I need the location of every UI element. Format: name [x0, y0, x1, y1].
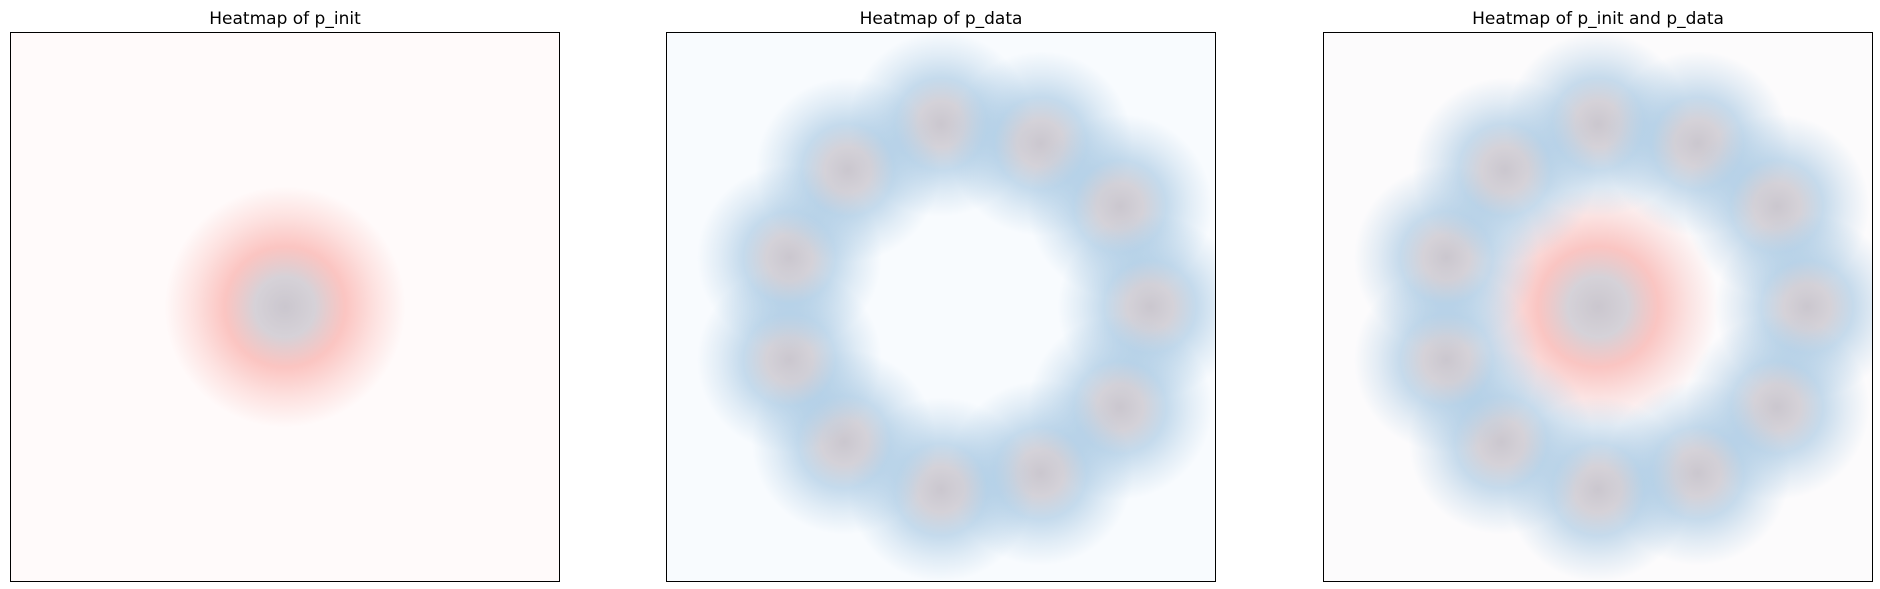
heatmap-panel-p-init: Heatmap of p_init: [10, 0, 560, 589]
plot-area: [666, 32, 1216, 582]
plot-area: [10, 32, 560, 582]
p-data-gaussian: [755, 77, 941, 263]
plot-area: [1323, 32, 1873, 582]
heatmap-canvas: [11, 33, 559, 581]
p-init-gaussian: [164, 186, 406, 428]
chart-title: Heatmap of p_init: [209, 9, 361, 29]
heatmap-canvas: [1324, 33, 1872, 581]
heatmap-canvas: [667, 33, 1215, 581]
chart-title: Heatmap of p_data: [859, 9, 1023, 29]
p-data-gaussian: [1412, 77, 1598, 263]
heatmap-panel-p-init-and-p-data: Heatmap of p_init and p_data: [1323, 0, 1873, 589]
chart-title: Heatmap of p_init and p_data: [1472, 9, 1724, 29]
heatmap-panel-p-data: Heatmap of p_data: [666, 0, 1216, 589]
